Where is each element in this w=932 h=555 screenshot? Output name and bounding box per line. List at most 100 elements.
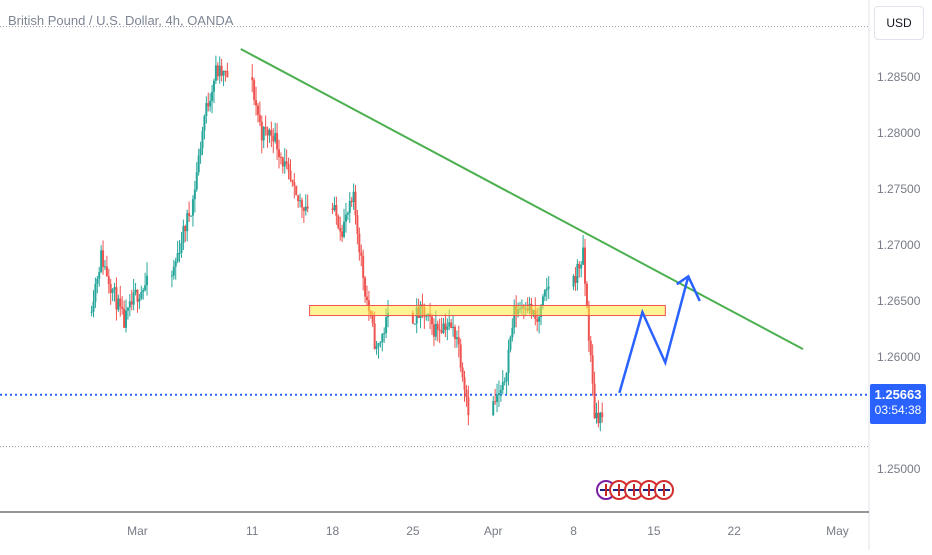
economic-event-flag-icon[interactable] [624, 480, 644, 500]
candle-body [304, 206, 307, 211]
candle-body [100, 250, 103, 272]
candle-body [283, 161, 286, 167]
candle-body [587, 306, 590, 341]
candle-body [268, 130, 271, 136]
currency-button[interactable]: USD [874, 6, 924, 40]
candle-body [205, 103, 208, 117]
candle-body [276, 133, 279, 150]
candle-body [505, 373, 508, 382]
candle-body [216, 65, 219, 77]
candle-body [356, 215, 359, 234]
candle-body [536, 319, 539, 322]
candle-body [360, 252, 363, 256]
candle-body [492, 401, 495, 416]
candle-body [601, 412, 604, 418]
candle-body [580, 264, 583, 269]
candle-body [438, 329, 441, 331]
candle-body [203, 116, 206, 131]
candle-body [289, 170, 292, 180]
candle-body [494, 401, 497, 403]
price-tick-label: 1.26500 [877, 294, 921, 308]
candle-body [132, 292, 135, 305]
candle-body [92, 301, 95, 312]
candle-body [121, 306, 124, 309]
candle-body [591, 355, 594, 384]
candle-body [362, 255, 365, 278]
candle-body [293, 182, 296, 186]
candle-body [272, 135, 275, 142]
candle-body [212, 80, 215, 92]
candle-body [497, 393, 500, 396]
candle-body [499, 389, 502, 394]
candle-body [538, 317, 541, 322]
candle-body [188, 213, 191, 217]
candle-body [375, 346, 378, 349]
candle-body [450, 322, 453, 328]
candle-body [584, 247, 587, 284]
candle-body [496, 395, 499, 402]
candle-body [467, 397, 470, 416]
time-tick-label: 11 [246, 524, 259, 538]
candle-body [352, 191, 355, 203]
candle-body [146, 275, 149, 286]
candle-body [511, 327, 514, 338]
candle-body [107, 276, 110, 285]
candle-body [256, 105, 259, 115]
candle-body [251, 77, 254, 81]
price-tick-label: 1.28000 [877, 126, 921, 140]
candle-body [339, 227, 342, 232]
candle-body [348, 200, 351, 213]
time-tick-label: 22 [728, 524, 742, 538]
candle-body [291, 179, 294, 183]
candle-body [446, 326, 449, 330]
candle-body [452, 326, 455, 328]
candle-body [373, 323, 376, 349]
candle-body [354, 191, 357, 216]
candle-body [224, 70, 227, 72]
candle-body [364, 277, 367, 297]
candle-body [371, 314, 374, 324]
candle-body [103, 266, 106, 268]
price-tick-label: 1.25000 [877, 462, 921, 476]
candle-body [589, 340, 592, 356]
candle-body [255, 100, 258, 106]
candle-body [226, 71, 229, 78]
candle-body [335, 204, 338, 217]
candle-body [545, 288, 548, 291]
candle-body [503, 381, 506, 383]
time-tick-label: May [826, 524, 849, 538]
candle-body [117, 298, 120, 310]
candle-body [572, 276, 575, 287]
candle-body [113, 287, 116, 290]
candle-body [459, 344, 462, 368]
candle-body [578, 263, 581, 269]
candle-body [574, 276, 577, 283]
candle-body [105, 266, 108, 277]
candle-body [264, 127, 267, 129]
candle-body [125, 310, 127, 328]
candle-body [98, 271, 101, 279]
candle-body [191, 199, 194, 216]
candle-body [195, 172, 198, 190]
candle-body [465, 389, 468, 398]
candle-body [299, 200, 302, 202]
candle-body [186, 213, 189, 232]
candle-body [94, 283, 97, 302]
economic-event-flag-icon[interactable] [609, 480, 629, 500]
candle-body [513, 305, 516, 328]
candle-body [96, 278, 99, 284]
candle-body [182, 226, 185, 244]
economic-event-flag-icon[interactable] [654, 480, 674, 500]
candle-body [434, 323, 437, 337]
candle-body [287, 164, 290, 171]
candle-body [597, 412, 600, 424]
candle-body [126, 307, 129, 311]
candle-body [337, 216, 340, 228]
candle-body [432, 324, 435, 337]
candle-body [576, 263, 579, 283]
candle-body [300, 200, 303, 208]
candle-body [599, 412, 602, 424]
last-price-tag: 1.25663 03:54:38 [870, 384, 926, 424]
